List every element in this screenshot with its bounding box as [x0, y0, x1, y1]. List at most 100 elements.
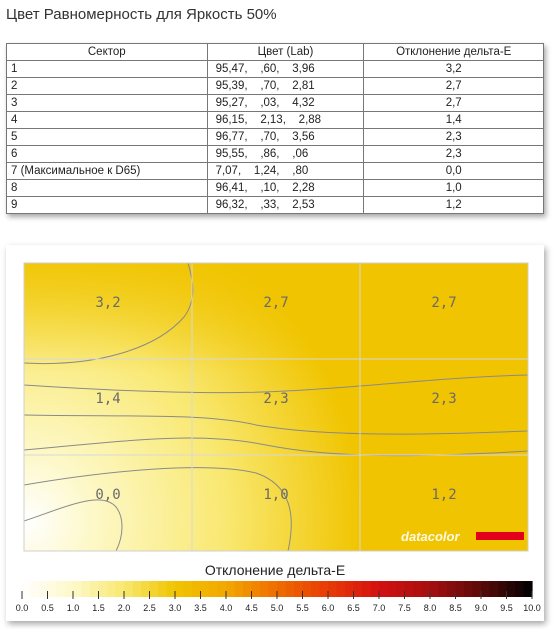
table-row: 4 96,15, 2,13, 2,88 1,4 [6, 111, 544, 129]
legend-color-step [81, 581, 91, 597]
legend-tick-label: 7.5 [398, 603, 411, 613]
legend-color-step [447, 581, 457, 597]
legend-color-step [175, 581, 185, 597]
sector-cell: 6 [6, 145, 208, 163]
table-row: 5 96,77, ,70, 3,56 2,3 [6, 128, 544, 146]
legend-color-step [294, 581, 304, 597]
legend-tick-label: 8.0 [424, 603, 437, 613]
legend-tick-label: 6.0 [322, 603, 335, 613]
legend-tick-label: 5.5 [296, 603, 309, 613]
legend-tick-label: 0.0 [16, 603, 29, 613]
legend-color-step [523, 581, 533, 597]
lab-cell: 96,41, ,10, 2,28 [206, 179, 365, 197]
legend-tick-label: 7.0 [373, 603, 386, 613]
legend-color-step [183, 581, 193, 597]
legend-color-step [311, 581, 321, 597]
lab-cell: 96,77, ,70, 3,56 [206, 128, 365, 146]
legend-color-step [489, 581, 499, 597]
legend-color-step [430, 581, 440, 597]
legend-color-step [404, 581, 414, 597]
legend-tick-label: 3.0 [169, 603, 182, 613]
delta-e-cell: 1,4 [363, 111, 544, 129]
legend-tick-label: 8.5 [449, 603, 462, 613]
legend-color-step [47, 581, 57, 597]
delta-e-cell: 3,2 [363, 60, 544, 78]
legend-color-step [319, 581, 329, 597]
sector-grid [24, 263, 528, 551]
delta-e-cell: 2,7 [363, 77, 544, 95]
legend-color-step [141, 581, 151, 597]
delta-e-cell: 2,3 [363, 145, 544, 163]
legend-color-step [515, 581, 525, 597]
contour-line [24, 414, 528, 435]
legend-color-step [158, 581, 168, 597]
contour-line [24, 467, 292, 551]
legend-color-step [226, 581, 236, 597]
sector-value-label: 1,2 [431, 487, 456, 503]
legend-tick-label: 6.5 [347, 603, 360, 613]
legend-color-step [260, 581, 270, 597]
table-row: 7 (Максимальное к D65) 7,07, 1,24, ,80 0,0 [6, 162, 544, 180]
sector-value-label: 2,3 [263, 391, 288, 407]
legend-tick-label: 4.5 [245, 603, 258, 613]
table-row: 1 95,47, ,60, 3,96 3,2 [6, 60, 544, 78]
legend-tick-label: 1.0 [67, 603, 80, 613]
sector-cell: 4 [6, 111, 208, 129]
legend-color-step [481, 581, 491, 597]
legend-tick-label: 9.0 [475, 603, 488, 613]
legend-color-step [353, 581, 363, 597]
legend-color-step [506, 581, 516, 597]
sector-cell: 1 [6, 60, 208, 78]
legend-color-step [498, 581, 508, 597]
legend-color-step [166, 581, 176, 597]
legend-tick-label: 1.5 [92, 603, 105, 613]
legend-color-step [115, 581, 125, 597]
legend-color-step [132, 581, 142, 597]
datacolor-brand-bar [476, 532, 524, 540]
legend-color-step [362, 581, 372, 597]
legend-color-step [413, 581, 423, 597]
lab-cell: 95,39, ,70, 2,81 [206, 77, 365, 95]
legend-title: Отклонение дельта-Е [205, 562, 345, 578]
sector-cell: 2 [6, 77, 208, 95]
sector-value-label: 2,7 [263, 295, 288, 311]
legend-color-step [336, 581, 346, 597]
table-header-row: Сектор Цвет (Lab) Отклонение дельта-Е [6, 43, 544, 61]
legend-color-step [268, 581, 278, 597]
legend-color-step [39, 581, 49, 597]
legend-tick-label: 9.5 [500, 603, 513, 613]
legend-color-step [472, 581, 482, 597]
legend-color-step [73, 581, 83, 597]
sector-cell: 5 [6, 128, 208, 146]
legend-tick-label: 0.5 [41, 603, 54, 613]
header-delta-e: Отклонение дельта-Е [363, 43, 544, 61]
legend-color-step [379, 581, 389, 597]
page-title: Цвет Равномерность для Яркость 50% [6, 6, 277, 23]
table-row: 6 95,55, ,86, ,06 2,3 [6, 145, 544, 163]
sector-cell: 7 (Максимальное к D65) [6, 162, 208, 180]
heatmap-top-band [24, 263, 528, 373]
legend-color-step [30, 581, 40, 597]
legend-color-step [345, 581, 355, 597]
legend-color-step [396, 581, 406, 597]
contour-line [24, 499, 123, 551]
legend-color-step [464, 581, 474, 597]
legend-tick-label: 2.5 [143, 603, 156, 613]
legend-color-step [200, 581, 210, 597]
delta-e-cell: 2,3 [363, 128, 544, 146]
legend-color-step [209, 581, 219, 597]
uniformity-chart: 3,2 2,7 2,7 1,4 2,3 2,3 0,0 1,0 1,2 datacolor От… [16, 262, 541, 613]
datacolor-watermark: datacolor [401, 529, 460, 544]
legend-color-step [328, 581, 338, 597]
contour-line [24, 263, 194, 365]
sector-value-label: 2,7 [431, 295, 456, 311]
sector-value-label: 1,0 [263, 487, 288, 503]
legend-color-step [438, 581, 448, 597]
legend-color-step [192, 581, 202, 597]
delta-e-cell: 1,0 [363, 179, 544, 197]
table-row: 8 96,41, ,10, 2,28 1,0 [6, 179, 544, 197]
lab-cell: 96,32, ,33, 2,53 [206, 196, 365, 214]
legend-tick-label: 5.0 [271, 603, 284, 613]
lab-cell: 7,07, 1,24, ,80 [206, 162, 365, 180]
